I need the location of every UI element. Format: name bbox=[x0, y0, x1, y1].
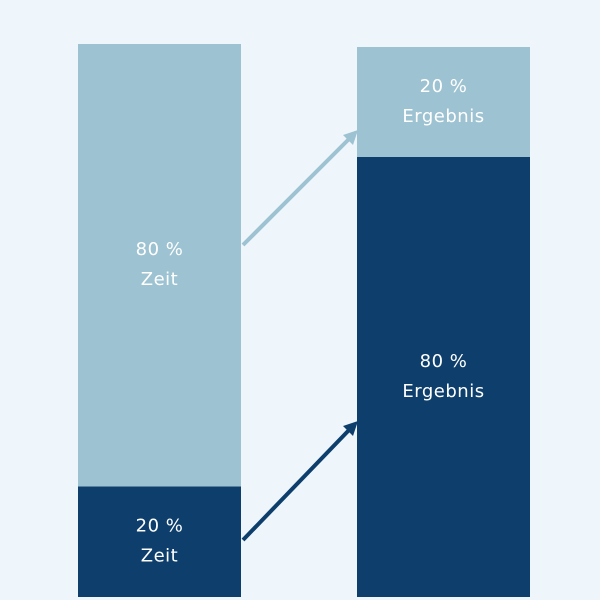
segment-label: Ergebnis bbox=[402, 106, 484, 127]
segment-value: 80 % bbox=[136, 239, 184, 260]
segment-value: 20 % bbox=[420, 76, 468, 97]
arrow-light bbox=[241, 130, 358, 247]
arrow-dark bbox=[241, 421, 358, 542]
arrow-head bbox=[343, 421, 358, 436]
bar-segment bbox=[78, 44, 241, 487]
bar-segment bbox=[78, 486, 241, 597]
arrow-shaft bbox=[241, 136, 352, 247]
segment-label: Ergebnis bbox=[402, 381, 484, 402]
bar-segment bbox=[357, 157, 530, 597]
segment-label: Zeit bbox=[141, 546, 178, 567]
arrow-shaft bbox=[241, 427, 352, 542]
segment-value: 20 % bbox=[136, 516, 184, 537]
segment-value: 80 % bbox=[420, 351, 468, 372]
bar-segment bbox=[357, 47, 530, 157]
bars: 20 % Zeit 80 % Zeit 80 % Ergebnis 20 % Ergebnis bbox=[78, 44, 530, 597]
segment-label: Zeit bbox=[141, 269, 178, 290]
arrow-head bbox=[343, 130, 358, 145]
